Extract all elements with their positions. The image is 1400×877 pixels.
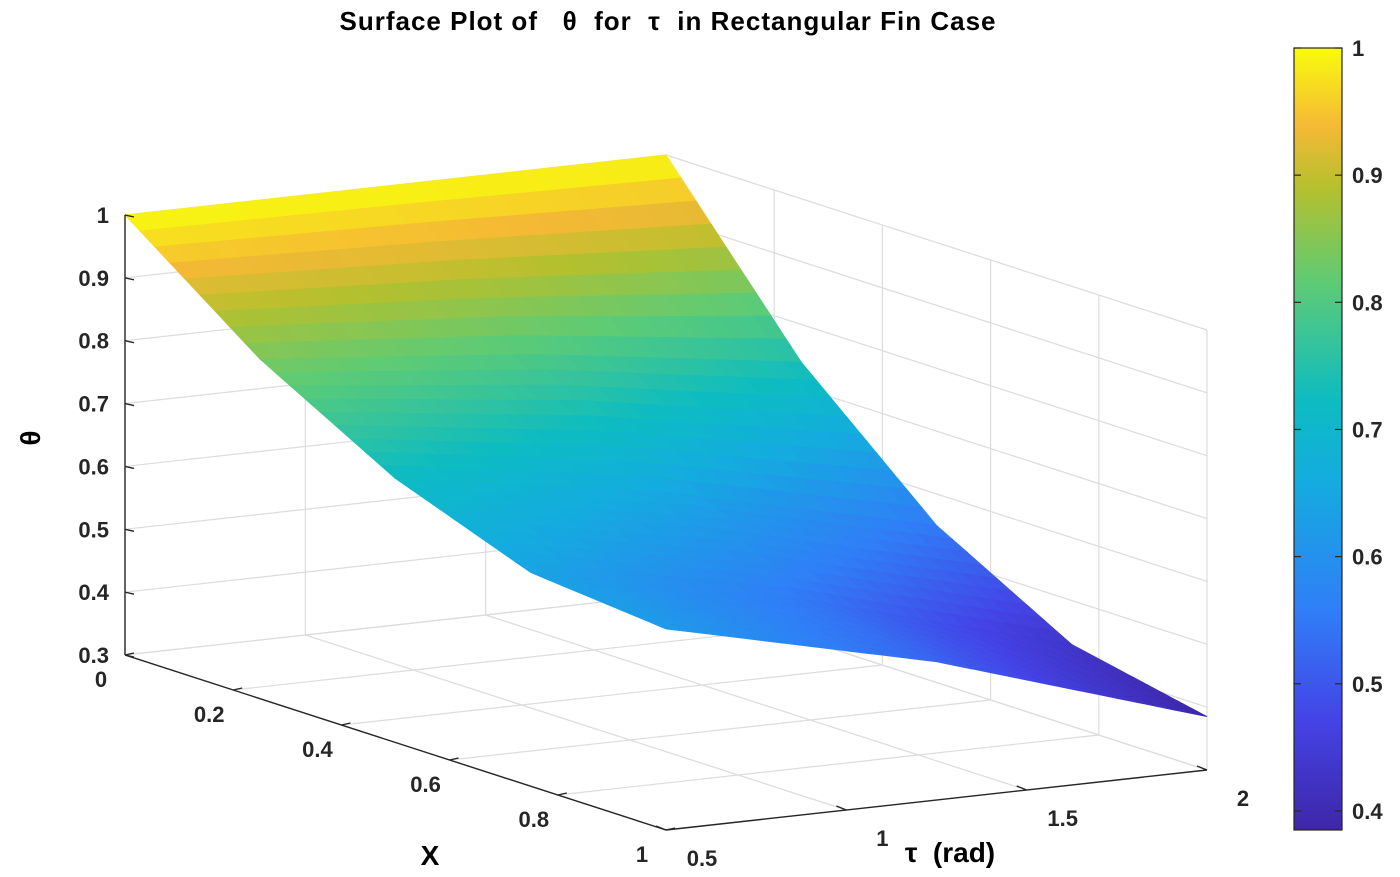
colorbar-ticks: 0.4 0.5 0.6 0.7 0.8 0.9 1 [1294,36,1383,824]
side-wall-grid-line [665,154,1208,331]
back-wall-grid-line [124,594,667,656]
floor-grid-line [557,734,1099,796]
axes [124,215,1208,831]
tau-tick-mark [1016,785,1027,791]
x-tick-label: 0 [95,667,107,692]
tau-tick-label: 0.5 [687,846,718,871]
theta-tick-label: 0.4 [78,580,109,605]
x-axis-line [124,654,667,831]
chart-title: Surface Plot of θ for τ in Rectangular F… [340,6,997,36]
x-tick-label: 0.6 [410,772,441,797]
theta-tick-label: 1 [97,203,109,228]
theta-tick-label: 0.3 [78,643,109,668]
colorbar-tick-label: 0.4 [1352,799,1383,824]
theta-axis-label: θ [15,430,46,445]
tau-axis-label: τ (rad) [905,837,995,868]
colorbar-tick-label: 0.8 [1352,290,1383,315]
x-axis-label: X [421,840,440,871]
colorbar-tick-label: 1 [1352,36,1364,61]
x-tick-label: 1 [636,842,648,867]
colorbar-tick-label: 0.7 [1352,417,1383,442]
theta-tick-mark [124,591,135,595]
surface [124,154,1208,718]
side-wall-grid-line [665,217,1208,394]
theta-tick-mark [124,340,135,344]
theta-tick-mark [124,654,135,658]
theta-tick-label: 0.9 [78,266,109,291]
tick-labels: 0 0.2 0.4 0.6 0.8 1 0.5 1 1.5 2 0.3 0.4 0.5 0.6 0.7 0.8… [78,203,1249,871]
theta-tick-label: 0.8 [78,329,109,354]
x-tick-label: 0.2 [194,702,225,727]
tau-tick-label: 1.5 [1047,806,1078,831]
theta-tick-mark [124,465,135,470]
x-tick-mark [557,792,567,796]
theta-tick-mark [124,277,135,281]
x-tick-mark [233,687,243,691]
tau-tick-mark [1196,765,1208,771]
theta-tick-label: 0.7 [78,392,109,417]
colorbar-tick-label: 0.9 [1352,163,1383,188]
x-tick-label: 0.8 [519,807,550,832]
theta-tick-mark [124,528,135,532]
colorbar-gradient [1293,47,1343,831]
surface-patch [650,622,685,632]
tau-tick-label: 2 [1237,786,1249,811]
x-tick-label: 0.4 [302,737,333,762]
tau-tick-mark [836,805,847,811]
tau-axis-line [665,769,1208,831]
theta-tick-mark [124,402,135,407]
floor-grid-line [449,699,991,761]
tau-tick-label: 1 [876,826,888,851]
theta-tick-label: 0.6 [78,454,109,479]
colorbar: 0.4 0.5 0.6 0.7 0.8 0.9 1 [1293,36,1383,831]
floor-grid-line [341,664,883,726]
floor-grid-line [233,629,775,691]
colorbar-tick-label: 0.5 [1352,672,1383,697]
theta-tick-label: 0.5 [78,517,109,542]
floor-grid-line [485,614,1027,791]
x-tick-mark [665,827,676,831]
theta-tick-mark [124,214,135,218]
floor-grid-line [305,634,847,811]
tau-tick-mark [655,825,667,831]
colorbar-tick-label: 0.6 [1352,545,1383,570]
x-tick-mark [449,757,459,761]
x-tick-mark [341,722,351,726]
